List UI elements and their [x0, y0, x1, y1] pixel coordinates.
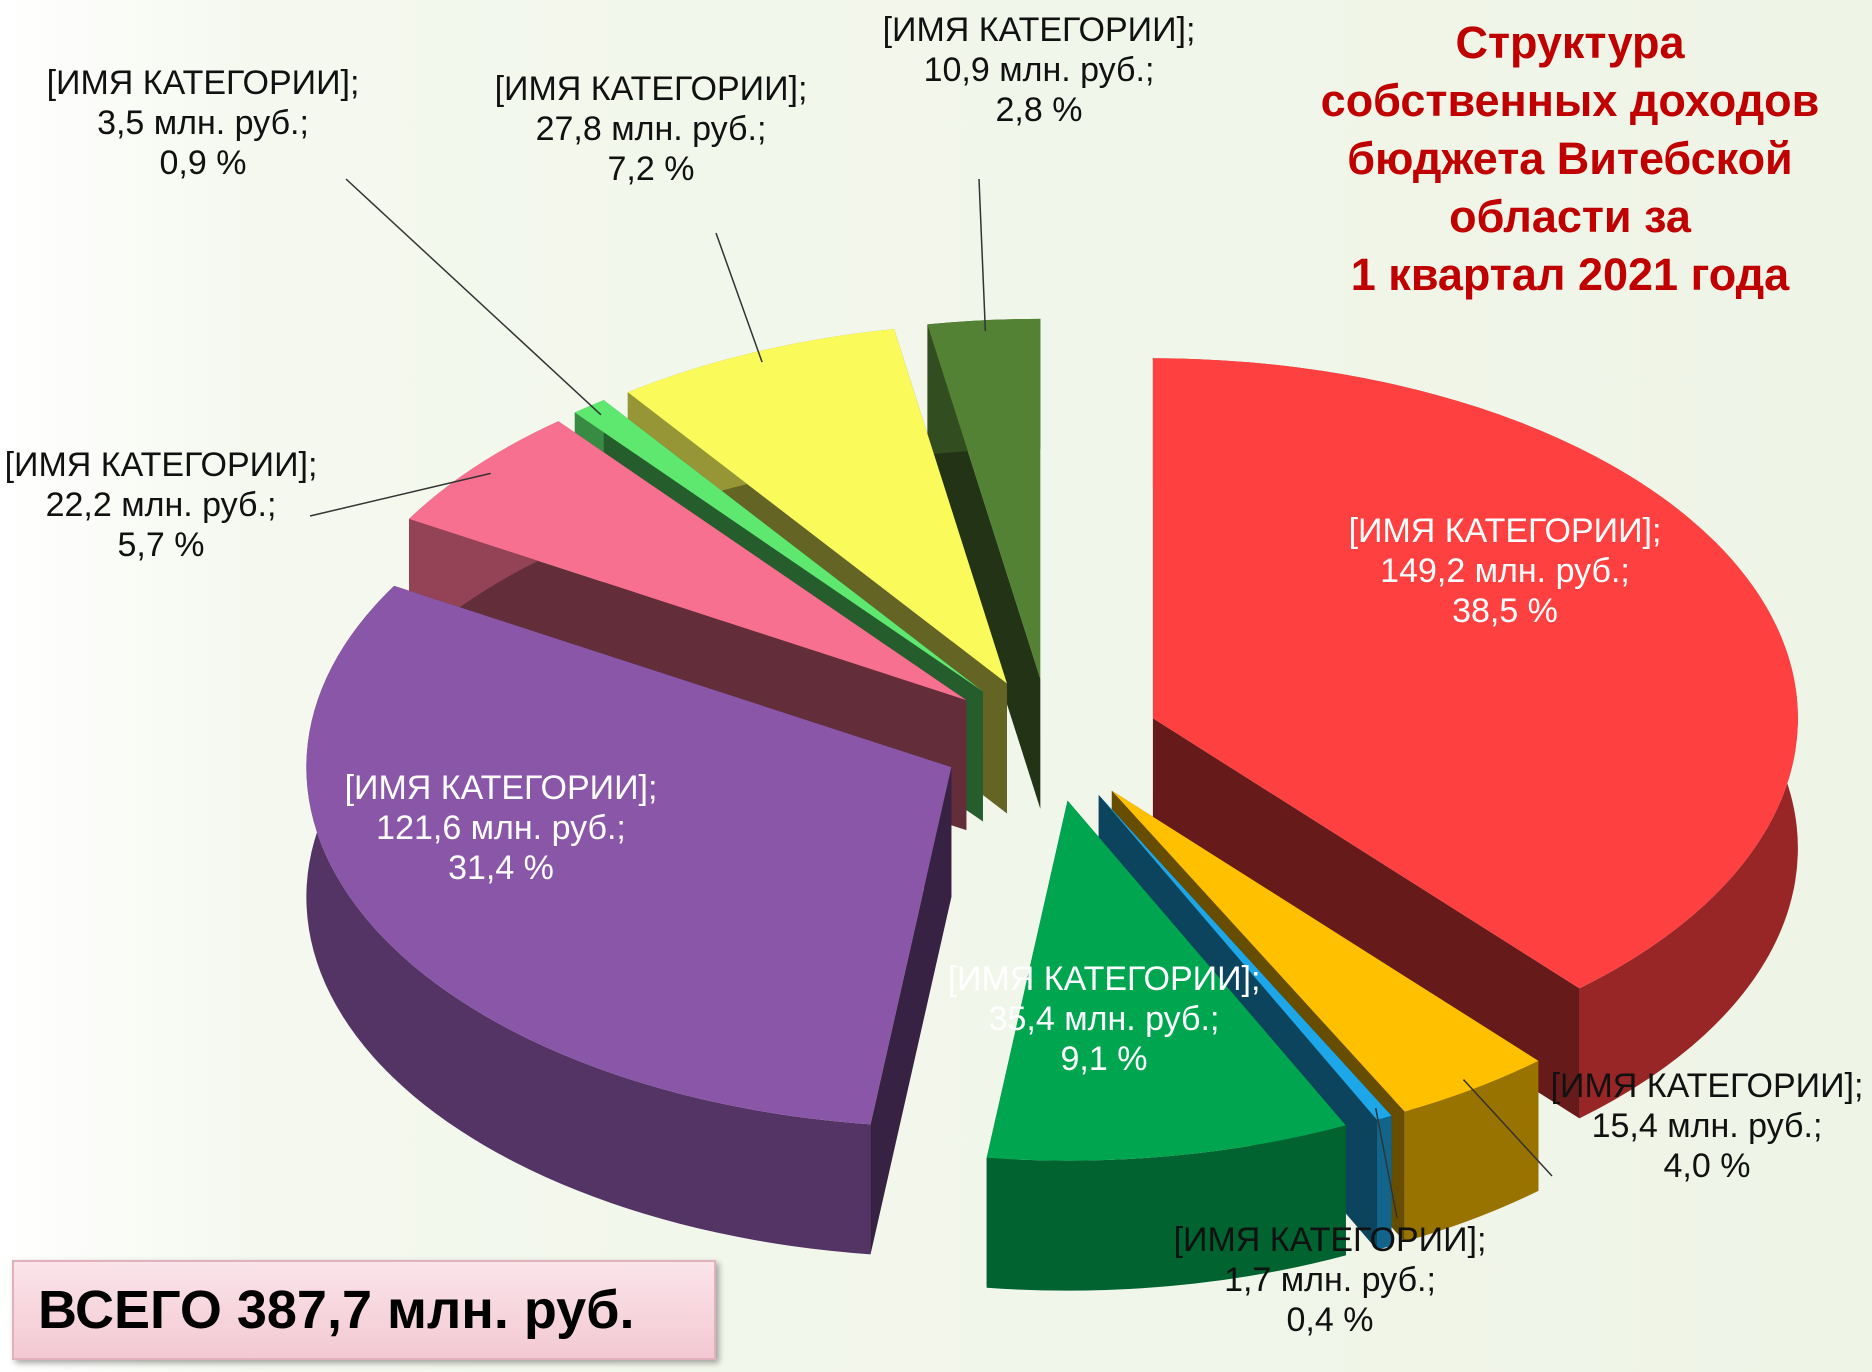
category-label: [ИМЯ КАТЕГОРИИ];	[1550, 1067, 1864, 1105]
title-line: собственных доходов	[1320, 75, 1820, 126]
percent-label: 4,0 %	[1663, 1147, 1751, 1185]
percent-label: 38,5 %	[1452, 592, 1558, 630]
slice-side	[306, 585, 871, 1255]
data-label: [ИМЯ КАТЕГОРИИ]; 27,8 млн. руб.; 7,2 %	[491, 69, 811, 189]
value-label: 3,5 млн. руб.;	[97, 104, 309, 142]
data-label: [ИМЯ КАТЕГОРИИ]; 15,4 млн. руб.; 4,0 %	[1547, 1066, 1867, 1186]
title-line: области за	[1449, 191, 1691, 242]
leader-line	[1462, 1079, 1553, 1177]
title-line: Структура	[1455, 17, 1685, 68]
value-label: 35,4 млн. руб.;	[988, 1000, 1220, 1038]
percent-label: 0,9 %	[159, 144, 247, 182]
leader-line	[715, 232, 763, 363]
leader-line	[1374, 1108, 1398, 1219]
percent-label: 5,7 %	[117, 526, 205, 564]
data-label: [ИМЯ КАТЕГОРИИ]; 10,9 млн. руб.; 2,8 %	[879, 10, 1199, 130]
category-label: [ИМЯ КАТЕГОРИИ];	[1348, 512, 1662, 550]
percent-label: 0,4 %	[1286, 1301, 1374, 1339]
title-line: 1 квартал 2021 года	[1350, 249, 1790, 300]
value-label: 27,8 млн. руб.;	[535, 110, 767, 148]
percent-label: 9,1 %	[1060, 1040, 1148, 1078]
category-label: [ИМЯ КАТЕГОРИИ];	[882, 11, 1196, 49]
category-label: [ИМЯ КАТЕГОРИИ];	[4, 446, 318, 484]
data-label: [ИМЯ КАТЕГОРИИ]; 3,5 млн. руб.; 0,9 %	[43, 63, 363, 183]
slice-wall	[1152, 718, 1580, 1119]
chart-title: Структура собственных доходов бюджета Вите…	[1270, 14, 1870, 304]
percent-label: 2,8 %	[995, 91, 1083, 129]
slice	[986, 800, 1346, 1161]
slice-side	[986, 1125, 1346, 1291]
leader-line	[309, 472, 491, 517]
category-label: [ИМЯ КАТЕГОРИИ];	[947, 960, 1261, 998]
slice-side	[1376, 1115, 1392, 1250]
data-label: [ИМЯ КАТЕГОРИИ]; 35,4 млн. руб.; 9,1 %	[944, 959, 1264, 1079]
slice	[927, 318, 1041, 679]
leader-line	[978, 178, 987, 332]
title-line: бюджета Витебской	[1347, 133, 1793, 184]
slice	[306, 585, 952, 1125]
percent-label: 31,4 %	[448, 849, 554, 887]
data-label: [ИМЯ КАТЕГОРИИ]; 22,2 млн. руб.; 5,7 %	[1, 445, 321, 565]
category-label: [ИМЯ КАТЕГОРИИ];	[46, 64, 360, 102]
slice	[1152, 358, 1798, 989]
value-label: 1,7 млн. руб.;	[1224, 1261, 1436, 1299]
leader-line	[345, 178, 602, 416]
category-label: [ИМЯ КАТЕГОРИИ];	[344, 769, 658, 807]
category-label: [ИМЯ КАТЕГОРИИ];	[1173, 1221, 1487, 1259]
value-label: 10,9 млн. руб.;	[923, 51, 1155, 89]
value-label: 15,4 млн. руб.;	[1591, 1107, 1823, 1145]
data-label: [ИМЯ КАТЕГОРИИ]; 149,2 млн. руб.; 38,5 %	[1345, 511, 1665, 631]
slice	[627, 329, 1007, 684]
slice-side	[1404, 1060, 1539, 1242]
slice	[1098, 795, 1392, 1120]
value-label: 22,2 млн. руб.;	[45, 486, 277, 524]
slice	[1111, 790, 1539, 1112]
data-label: [ИМЯ КАТЕГОРИИ]; 121,6 млн. руб.; 31,4 %	[341, 768, 661, 888]
slice	[574, 400, 983, 692]
value-label: 121,6 млн. руб.;	[376, 809, 626, 847]
slice	[409, 421, 967, 701]
total-box: ВСЕГО 387,7 млн. руб.	[12, 1260, 716, 1360]
percent-label: 7,2 %	[607, 150, 695, 188]
value-label: 149,2 млн. руб.;	[1380, 552, 1630, 590]
category-label: [ИМЯ КАТЕГОРИИ];	[494, 70, 808, 108]
data-label: [ИМЯ КАТЕГОРИИ]; 1,7 млн. руб.; 0,4 %	[1170, 1220, 1490, 1340]
